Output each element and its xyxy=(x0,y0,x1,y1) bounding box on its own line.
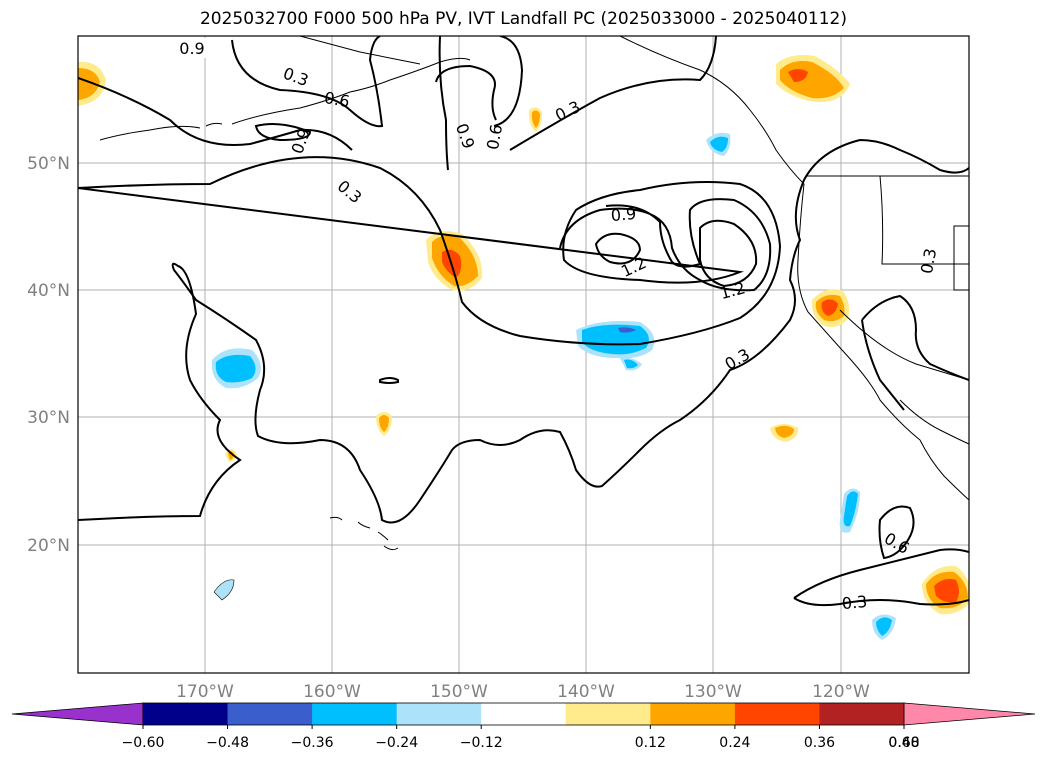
lon-label-130w: 130°W xyxy=(684,682,742,702)
colorbar-bin xyxy=(312,703,398,725)
lon-label-150w: 150°W xyxy=(430,682,488,702)
colorbar-tick-label: −0.12 xyxy=(460,735,503,751)
colorbar-bin xyxy=(734,703,820,725)
colorbar-bin xyxy=(396,703,482,725)
ivt-filled-patches xyxy=(78,55,969,640)
colorbar-tick-label: −0.60 xyxy=(122,735,165,751)
lon-label-160w: 160°W xyxy=(303,682,361,702)
lat-label-40n: 40°N xyxy=(27,281,70,301)
lon-label-170w: 170°W xyxy=(176,682,234,702)
colorbar-bin xyxy=(819,703,905,725)
ivt-patch-negative xyxy=(872,614,896,640)
contour-label: 0.3 xyxy=(917,247,940,275)
coastlines xyxy=(99,36,969,551)
latitude-labels: 50°N 40°N 30°N 20°N xyxy=(27,154,70,556)
colorbar-bin xyxy=(143,703,229,725)
ivt-patch-positive xyxy=(770,424,799,442)
colorbar-tick-label: 0.60 xyxy=(888,735,919,751)
colorbar: −0.60 −0.48 −0.36 −0.24 −0.12 0.12 0.24 0.36 0.4… xyxy=(11,702,1036,751)
map-plot-area: 0.9 0.3 0.6 0.9 0.9 0.6 0.3 0.3 0.9 1.2 … xyxy=(78,36,969,673)
ivt-patch-positive xyxy=(376,412,392,436)
ivt-patch-negative xyxy=(706,132,731,156)
colorbar-tick-label: 0.48 xyxy=(888,735,919,751)
lat-label-20n: 20°N xyxy=(27,536,70,556)
contour-label: 0.9 xyxy=(179,39,204,58)
contour-label: 0.6 xyxy=(483,123,506,151)
colorbar-ticks: −0.60 −0.48 −0.36 −0.24 −0.12 0.12 0.24 0.36 0.4… xyxy=(122,725,920,751)
colorbar-tick-label: −0.24 xyxy=(375,735,418,751)
lon-label-120w: 120°W xyxy=(812,682,870,702)
ivt-patch-positive xyxy=(811,289,850,327)
colorbar-tick-label: 0.12 xyxy=(635,735,666,751)
ivt-patch-negative xyxy=(211,348,261,389)
ivt-patch-negative xyxy=(213,579,235,601)
colorbar-frame xyxy=(142,702,905,726)
colorbar-tick-label: 0.36 xyxy=(804,735,835,751)
ivt-patch-positive xyxy=(776,55,850,103)
lat-label-30n: 30°N xyxy=(27,408,70,428)
colorbar-tick-label: −0.48 xyxy=(206,735,249,751)
colorbar-tick-label: 0.24 xyxy=(719,735,750,751)
lat-label-50n: 50°N xyxy=(27,154,70,174)
plot-frame xyxy=(77,35,970,674)
contour-label: 0.3 xyxy=(841,592,868,613)
colorbar-extend-max xyxy=(903,702,1036,726)
contour-label: 0.6 xyxy=(323,88,351,111)
ivt-patch-positive xyxy=(922,565,969,615)
contour-label: 0.9 xyxy=(610,204,637,225)
colorbar-bin xyxy=(565,703,651,725)
ivt-patch-negative xyxy=(576,321,655,371)
ivt-patch-positive xyxy=(426,231,483,291)
lon-label-140w: 140°W xyxy=(557,682,615,702)
colorbar-bin xyxy=(227,703,313,725)
ivt-patch-positive xyxy=(528,107,543,132)
pv-contours xyxy=(78,36,969,607)
longitude-labels: 170°W 160°W 150°W 140°W 130°W 120°W xyxy=(176,682,870,702)
colorbar-bin xyxy=(650,703,736,725)
ivt-patch-negative xyxy=(839,488,860,533)
colorbar-extend-min xyxy=(11,702,144,726)
figure-title: 2025032700 F000 500 hPa PV, IVT Landfall… xyxy=(199,9,847,29)
colorbar-bin xyxy=(481,703,567,725)
colorbar-tick-label: −0.36 xyxy=(291,735,334,751)
